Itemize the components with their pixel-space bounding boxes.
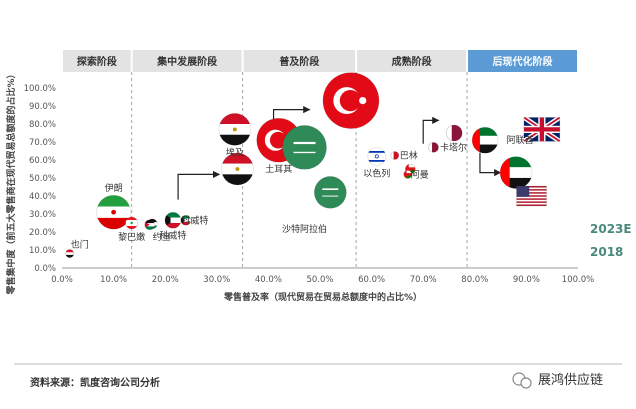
- stage-label-1: 集中发展阶段: [156, 55, 217, 68]
- stage-label-4: 后现代化阶段: [493, 55, 553, 68]
- watermark-text: 展鸿供应链: [538, 372, 603, 388]
- source-note: 资料来源：凯度咨询公司分析: [30, 376, 160, 389]
- country-label: 沙特阿拉伯: [282, 223, 327, 235]
- y-tick-label: 90.0%: [29, 102, 56, 112]
- stage-box-2: [243, 50, 356, 72]
- x-axis-title: 零售普及率（现代贸易在贸易总额度中的占比%）: [223, 291, 422, 303]
- bubble-0-10: [523, 117, 561, 142]
- bubble-0-1: [96, 194, 131, 230]
- country-label-kw: 科威特: [181, 214, 208, 226]
- bubble-0-9: [499, 156, 533, 189]
- country-label: 阿曼: [411, 169, 429, 180]
- legend-2018: 2018: [590, 245, 623, 259]
- bubble-0-5: [322, 72, 380, 129]
- bubble-1-11: [471, 126, 499, 154]
- bubbles: [65, 72, 561, 258]
- country-label: 土耳其: [265, 163, 292, 175]
- x-tick-label: 70.0%: [410, 275, 437, 285]
- x-tick-label: 0.0%: [51, 275, 73, 285]
- x-tick-label: 10.0%: [100, 275, 127, 285]
- bubble-0-4: [218, 113, 252, 146]
- bubble-1-1: [125, 216, 138, 230]
- tick-labels: 0.0% 10.0% 20.0% 30.0% 40.0% 50.0% 60.0% 70.0% 8…: [24, 84, 595, 285]
- stage-box-1: [132, 50, 242, 72]
- y-tick-label: 0.0%: [34, 264, 56, 274]
- stage-label-3: 成熟阶段: [392, 55, 432, 68]
- bubble-1-7: [367, 147, 387, 166]
- bubble-0-11: [516, 185, 547, 207]
- bubble-1-0: [65, 249, 75, 258]
- y-axis-title: 零售集中度（前五大零售商在现代贸易总额度的占比%）: [5, 69, 17, 295]
- stage-box-0: [63, 50, 131, 72]
- bubble-1-6: [282, 125, 327, 170]
- y-tick-label: 80.0%: [29, 120, 56, 130]
- y-tick-label: 20.0%: [29, 228, 56, 238]
- x-tick-label: 100.0%: [562, 275, 594, 285]
- trend-arrow-2: [422, 116, 440, 144]
- y-tick-label: 70.0%: [29, 138, 56, 148]
- x-tick-label: 30.0%: [203, 275, 230, 285]
- country-label: 约旦: [153, 231, 171, 243]
- x-tick-label: 40.0%: [255, 275, 282, 285]
- stage-label-0: 探索阶段: [77, 55, 117, 68]
- x-tick-label: 20.0%: [152, 275, 179, 285]
- y-tick-label: 40.0%: [29, 192, 56, 202]
- y-tick-label: 30.0%: [29, 210, 56, 220]
- bubble-1-2: [144, 219, 156, 231]
- trend-arrow-3: [479, 152, 502, 177]
- stage-band: 探索阶段 集中发展阶段 普及阶段 成熟阶段 后现代化阶段: [63, 50, 577, 72]
- y-tick-label: 100.0%: [24, 84, 56, 94]
- country-label: 科威特: [159, 229, 186, 241]
- stage-label-2: 普及阶段: [279, 55, 319, 68]
- country-label: 也门: [71, 239, 89, 251]
- y-tick-label: 50.0%: [29, 174, 56, 184]
- trend-arrow-0: [177, 170, 221, 200]
- stage-box-4: [468, 50, 577, 72]
- watermark: 展鸿供应链: [512, 372, 603, 389]
- country-label: 伊朗: [105, 182, 123, 194]
- country-label: 黎巴嫩: [118, 231, 145, 243]
- bubble-1-9: [403, 170, 413, 179]
- bubble-1-10: [428, 142, 439, 153]
- x-tick-label: 50.0%: [306, 275, 333, 285]
- bubble-0-8: [445, 124, 463, 142]
- country-label: 巴林: [400, 150, 418, 162]
- legend-2023e: 2023E: [590, 222, 632, 236]
- x-tick-label: 60.0%: [358, 275, 385, 285]
- wechat-icon-2: [520, 377, 532, 389]
- bubble-0-6: [314, 176, 347, 209]
- bubble-1-3: [180, 215, 192, 226]
- bubble-1-4: [221, 152, 254, 186]
- bubble-1-8: [390, 151, 400, 160]
- country-label: 埃及: [226, 146, 244, 158]
- country-label: 阿联酋: [507, 134, 534, 146]
- y-tick-label: 10.0%: [29, 246, 56, 256]
- y-tick-label: 60.0%: [29, 156, 56, 166]
- country-label: 卡塔尔: [440, 141, 467, 153]
- x-tick-label: 80.0%: [461, 275, 488, 285]
- country-label: 以色列: [363, 167, 390, 179]
- stage-box-3: [357, 50, 467, 72]
- x-tick-label: 90.0%: [513, 275, 540, 285]
